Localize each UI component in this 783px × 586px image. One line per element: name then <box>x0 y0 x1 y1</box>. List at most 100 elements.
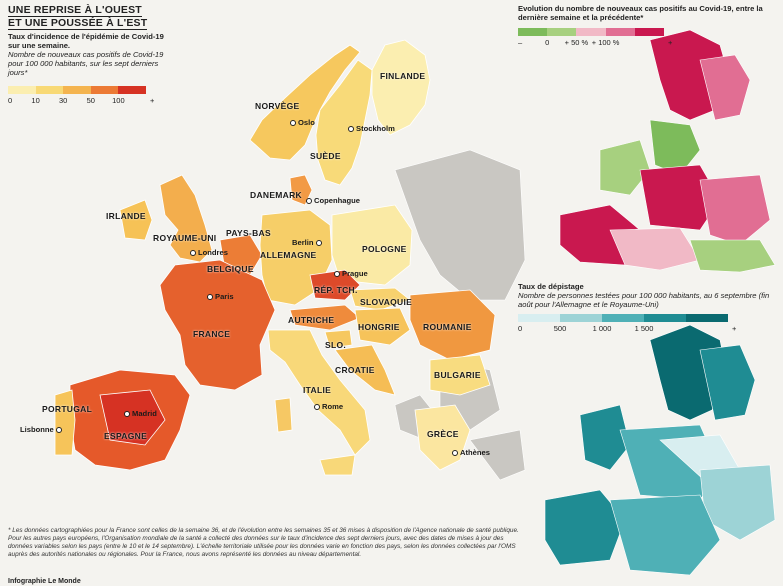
evolution-legend-tick-label: + 50 % <box>564 38 589 47</box>
region-roumanie <box>409 289 496 361</box>
label-pays-bas: PAYS-BAS <box>226 228 271 238</box>
label-france: FRANCE <box>193 329 231 339</box>
region-slovenie <box>324 329 353 349</box>
city-dot-icon <box>334 271 340 277</box>
label-suede: SUÈDE <box>310 151 341 161</box>
city-dot-icon <box>207 294 213 300</box>
city-prague: Prague <box>334 269 368 278</box>
evolution-legend-tick-label: 0 <box>545 38 550 47</box>
testing-legend-subtitle: Nombre de personnes testées pour 100 000… <box>518 291 770 309</box>
label-autriche: AUTRICHE <box>288 315 335 325</box>
main-legend-subtitle: Nombre de nouveaux cas positifs de Covid… <box>8 50 164 77</box>
label-pologne: POLOGNE <box>362 244 407 254</box>
city-dot-icon <box>314 404 320 410</box>
city-dot-icon <box>452 450 458 456</box>
region-espagne-centre <box>99 389 166 446</box>
main-legend-tick-label: + <box>150 96 155 105</box>
label-croatie: CROATIE <box>335 365 375 375</box>
testing-legend-swatch <box>644 314 686 322</box>
label-portugal: PORTUGAL <box>42 404 93 414</box>
evolution-legend-scale <box>518 28 665 36</box>
city-dot-icon <box>290 120 296 126</box>
main-legend-tick-label: 0 <box>8 96 13 105</box>
city-berlin: Berlin <box>292 238 324 247</box>
main-legend-swatch <box>35 86 64 94</box>
headline-line1: UNE REPRISE À L'OUEST <box>8 4 142 17</box>
evolution-legend-ticks: – 0 + 50 % + 100 % + <box>518 38 672 48</box>
main-legend-ticks: 0 10 30 50 100 + <box>8 96 154 106</box>
headline-line2: ET UNE POUSSÉE À L'EST <box>8 17 148 30</box>
main-legend-swatch <box>118 86 146 94</box>
main-legend-tick-label: 50 <box>86 96 95 105</box>
label-rep-tch: RÉP. TCH. <box>314 285 358 295</box>
testing-legend-ticks: 0 500 1 000 1 500 + <box>518 324 736 334</box>
region-portugal <box>54 389 76 456</box>
city-paris: Paris <box>207 292 234 301</box>
region-danemark <box>289 174 313 206</box>
city-londres: Londres <box>190 248 228 257</box>
evolution-legend-tick-label: – <box>518 38 523 47</box>
label-finlande: FINLANDE <box>380 71 426 81</box>
testing-legend-swatch <box>518 314 560 322</box>
testing-legend-tick-label: 500 <box>553 324 567 333</box>
label-slovaquie: SLOVAQUIE <box>360 297 413 307</box>
city-stockholm: Stockholm <box>348 124 395 133</box>
testing-legend-tick-label: + <box>732 324 737 333</box>
evolution-legend-tick-label: + <box>668 38 673 47</box>
region-autriche <box>289 304 361 331</box>
region-irlande <box>119 199 153 241</box>
city-athenes: Athènes <box>452 448 490 457</box>
main-legend-swatch <box>63 86 91 94</box>
label-belgique: BELGIQUE <box>207 264 254 274</box>
label-irlande: IRLANDE <box>106 211 146 221</box>
region-slovaquie <box>349 287 411 311</box>
city-dot-icon <box>306 198 312 204</box>
testing-legend-swatch <box>602 314 644 322</box>
city-madrid: Madrid <box>124 409 157 418</box>
city-dot-icon <box>55 427 62 433</box>
label-roumanie: ROUMANIE <box>423 322 472 332</box>
main-map <box>54 39 496 476</box>
main-legend-tick-label: 10 <box>31 96 40 105</box>
main-legend-tick-label: 30 <box>59 96 68 105</box>
label-bulgarie: BULGARIE <box>434 370 481 380</box>
label-grece: GRÈCE <box>427 429 459 439</box>
main-legend-title: Taux d'incidence de l'épidémie de Covid-… <box>8 32 164 50</box>
label-danemark: DANEMARK <box>250 190 302 200</box>
evolution-inset-map <box>559 29 776 273</box>
region-france <box>159 259 276 391</box>
region-croatie <box>334 344 396 396</box>
testing-legend-swatch <box>686 314 728 322</box>
main-legend: Taux d'incidence de l'épidémie de Covid-… <box>8 32 166 77</box>
evolution-legend-title: Evolution du nombre de nouveaux cas posi… <box>518 4 780 22</box>
main-legend-tick-label: 100 <box>112 96 125 105</box>
evolution-legend-tick-label: + 100 % <box>591 38 620 47</box>
region-hongrie <box>354 307 411 346</box>
region-bulgarie <box>429 354 491 396</box>
testing-legend: Taux de dépistage Nombre de personnes te… <box>518 282 780 309</box>
main-legend-swatch <box>90 86 119 94</box>
evolution-legend-title-text: Evolution du nombre de nouveaux cas posi… <box>518 4 763 22</box>
testing-legend-scale <box>518 314 728 322</box>
region-pologne <box>331 204 413 286</box>
testing-legend-tick-label: 0 <box>518 324 523 333</box>
credit: Infographie Le Monde <box>8 578 81 585</box>
testing-inset-map <box>544 324 776 576</box>
main-legend-swatch <box>8 86 36 94</box>
city-dot-icon <box>348 126 354 132</box>
evolution-legend-swatch <box>547 28 577 36</box>
region-norvege <box>249 44 361 161</box>
city-dot-icon <box>190 250 196 256</box>
testing-legend-title: Taux de dépistage <box>518 282 584 291</box>
label-espagne: ESPAGNE <box>104 431 148 441</box>
region-sardaigne <box>274 397 293 433</box>
label-allemagne: ALLEMAGNE <box>260 250 317 260</box>
region-suede <box>315 59 373 186</box>
footnote: * Les données cartographiées pour la Fra… <box>8 527 519 558</box>
testing-legend-swatch <box>560 314 602 322</box>
evolution-legend-swatch <box>518 28 548 36</box>
label-norvege: NORVÈGE <box>255 101 300 111</box>
city-rome: Rome <box>314 402 343 411</box>
evolution-legend-swatch <box>576 28 606 36</box>
